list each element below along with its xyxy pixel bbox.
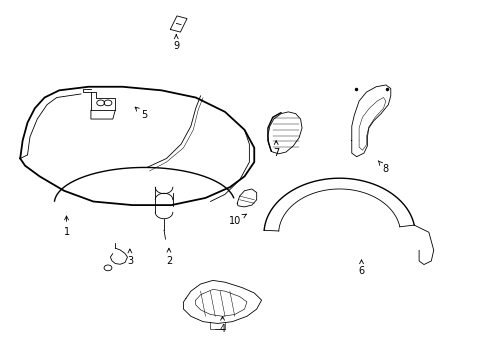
Text: 7: 7 bbox=[272, 141, 279, 158]
Text: 9: 9 bbox=[173, 35, 179, 50]
Text: 6: 6 bbox=[358, 260, 364, 276]
Text: 1: 1 bbox=[63, 216, 69, 237]
Text: 8: 8 bbox=[377, 161, 388, 174]
Text: 4: 4 bbox=[219, 316, 225, 334]
Text: 2: 2 bbox=[165, 248, 172, 266]
Text: 3: 3 bbox=[126, 249, 133, 266]
Text: 5: 5 bbox=[135, 107, 147, 121]
Text: 10: 10 bbox=[228, 214, 246, 226]
